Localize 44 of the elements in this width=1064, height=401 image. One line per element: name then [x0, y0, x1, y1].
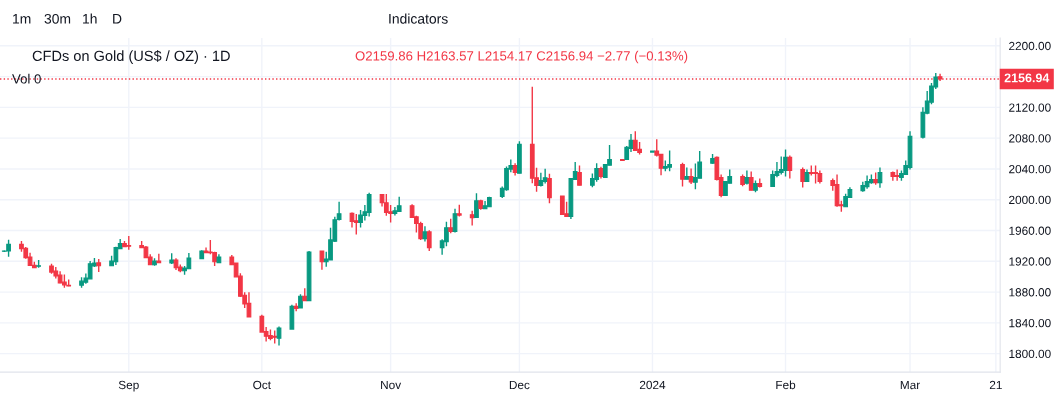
candlestick [667, 149, 673, 172]
candlestick [658, 153, 664, 176]
candlestick [693, 162, 698, 190]
x-tick-label: Sep [118, 380, 139, 392]
text: 1h [83, 13, 97, 24]
candlestick [289, 303, 295, 330]
candlestick [156, 252, 162, 264]
text: D [113, 14, 122, 24]
annotation: Vol 0 [12, 73, 41, 84]
text: 1m [13, 14, 31, 24]
x-tick-label: Nov [381, 380, 402, 390]
candlestick [246, 291, 252, 318]
text: 30m [44, 13, 71, 24]
candlestick [632, 130, 638, 152]
x-tick-label: 21 [989, 380, 1002, 390]
candlestick [787, 154, 793, 180]
text: Indicators [389, 13, 448, 24]
candlestick [547, 173, 552, 205]
candlestick [680, 162, 685, 188]
candlestick [559, 195, 565, 215]
y-tick-label: 1920.00 [1009, 257, 1051, 266]
y-tick-label: 2040.00 [1009, 164, 1051, 174]
candlestick [426, 229, 432, 252]
y-tick-label: 2200.00 [1009, 41, 1051, 51]
candlestick [366, 191, 372, 218]
y-tick-label: 1880.00 [1009, 288, 1051, 297]
candlestick [542, 168, 548, 185]
y-tick-label: 2120.00 [1009, 103, 1051, 112]
x-tick-label: 2024 [639, 380, 666, 390]
x-tick-label: Feb [776, 380, 796, 390]
x-tick-label: Dec [509, 380, 530, 390]
candlestick [813, 164, 818, 185]
y-tick-label: 1800.00 [1009, 349, 1051, 359]
x-tick-label: Oct [253, 380, 271, 390]
text: CFDs on Gold (US$ / OZ) · 1D [32, 50, 230, 64]
y-tick-label: 1960.00 [1009, 226, 1051, 235]
y-tick-label: 2080.00 [1009, 134, 1051, 143]
candlestick [577, 164, 582, 186]
text: O2159.86 H2163.57 L2154.17 C2156.94 −2.77 (−0.13%) [355, 50, 688, 64]
candlestick [474, 192, 479, 219]
ref-line-label: 2156.94 [1004, 73, 1050, 83]
x-tick-label: Mar [900, 380, 920, 390]
y-tick-label: 2000.00 [1009, 195, 1051, 205]
y-tick-label: 1840.00 [1009, 318, 1051, 328]
